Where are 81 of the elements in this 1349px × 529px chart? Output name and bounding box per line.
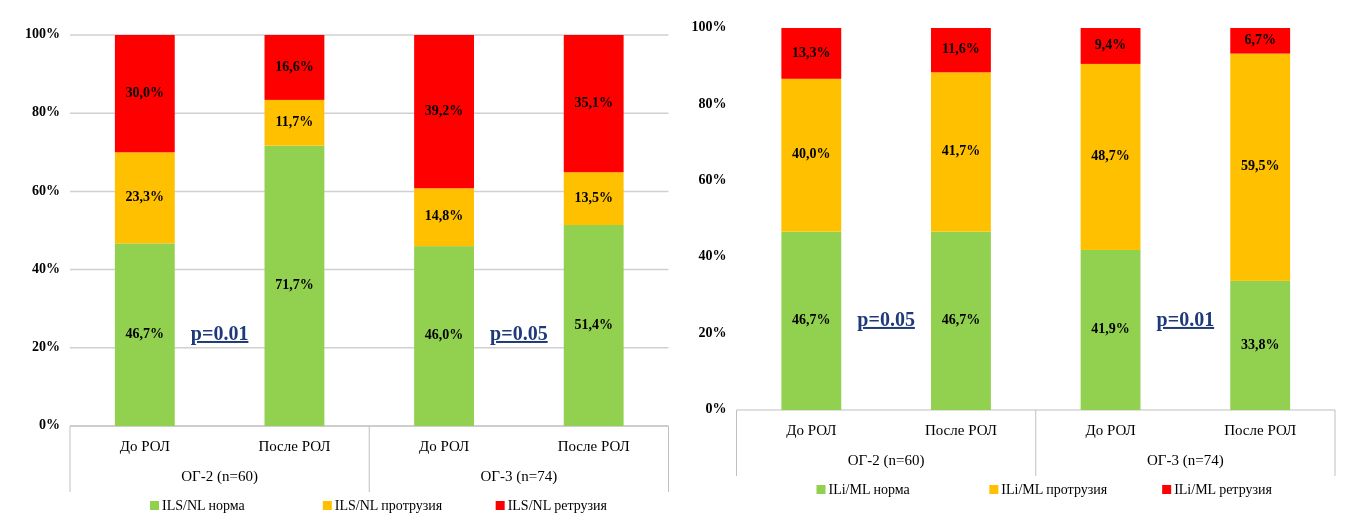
x-tick-label: После РОЛ <box>1224 422 1297 438</box>
bar <box>931 28 991 73</box>
bar <box>781 78 842 232</box>
bar <box>114 35 175 153</box>
data-label: 16,6% <box>275 58 314 74</box>
bar <box>414 246 474 426</box>
bar <box>931 231 991 410</box>
annotation: p=0.01 <box>190 321 249 345</box>
x-tick-label: После РОЛ <box>258 438 331 454</box>
data-label: 11,6% <box>942 41 980 57</box>
bar <box>781 231 842 410</box>
y-tick-label: 60% <box>698 172 727 188</box>
y-tick-label: 80% <box>698 95 727 111</box>
data-label: 48,7% <box>1091 148 1130 164</box>
y-tick-label: 20% <box>698 324 727 340</box>
data-label: 71,7% <box>275 277 314 293</box>
bar <box>1080 249 1141 410</box>
data-label: 30,0% <box>125 84 165 100</box>
bar <box>1230 53 1291 281</box>
y-tick-label: 40% <box>32 260 60 276</box>
x-tick-label: До РОЛ <box>119 438 170 454</box>
annotation: p=0.01 <box>1156 307 1215 331</box>
y-tick-label: 80% <box>32 104 60 120</box>
data-label: 33,8% <box>1240 336 1280 352</box>
y-tick-label: 0% <box>705 401 727 417</box>
y-tick-label: 60% <box>32 182 60 198</box>
bar <box>1080 63 1141 250</box>
y-tick-label: 40% <box>698 248 727 264</box>
text: ОГ-3 (n=74) <box>480 468 558 485</box>
data-label: 46,7% <box>941 312 981 328</box>
bar <box>114 152 175 244</box>
data-label: 6,7% <box>1244 32 1276 48</box>
x-tick-label: После РОЛ <box>557 438 630 454</box>
data-label: 51,4% <box>574 316 613 332</box>
bar <box>414 188 474 247</box>
bar <box>1230 28 1291 54</box>
legend-label: ILi/ML ретрузия <box>1174 482 1273 497</box>
data-label: 11,7% <box>275 114 314 129</box>
legend-label: ILS/NL ретрузия <box>507 498 608 513</box>
data-label: 35,1% <box>574 94 613 110</box>
bar <box>264 99 325 146</box>
legend-label: ILi/ML норма <box>828 482 911 497</box>
data-label: 41,9% <box>1091 321 1130 337</box>
bar <box>781 28 842 79</box>
data-label: 46,7% <box>792 312 831 328</box>
y-tick-label: 100% <box>25 26 60 42</box>
bar <box>931 72 991 232</box>
text: ОГ-3 (n=74) <box>1147 452 1224 469</box>
data-label: 14,8% <box>424 208 464 224</box>
data-label: 13,5% <box>574 189 613 205</box>
data-label: 41,7% <box>941 143 981 159</box>
x-tick-label: До РОЛ <box>418 438 470 454</box>
legend-label: ILS/NL протрузия <box>334 498 443 513</box>
annotation: p=0.05 <box>490 321 548 345</box>
y-tick-label: 0% <box>39 417 60 433</box>
bar <box>264 145 325 426</box>
data-label: 23,3% <box>125 189 165 205</box>
x-tick-label: До РОЛ <box>1085 422 1136 438</box>
bar <box>264 35 325 100</box>
x-tick-label: До РОЛ <box>786 422 837 438</box>
data-label: 59,5% <box>1240 158 1280 174</box>
text: ОГ-2 (n=60) <box>847 452 925 469</box>
annotation: p=0.05 <box>857 307 915 331</box>
bar <box>563 35 624 173</box>
text: ОГ-2 (n=60) <box>181 468 258 485</box>
bar <box>563 225 624 426</box>
y-tick-label: 20% <box>32 339 60 355</box>
legend-label: ILi/ML протрузия <box>1001 482 1108 497</box>
y-tick-label: 100% <box>691 19 727 35</box>
bar <box>114 243 175 426</box>
data-label: 40,0% <box>792 146 831 162</box>
bar <box>414 35 474 189</box>
data-label: 13,3% <box>792 44 831 60</box>
bar <box>1230 280 1291 410</box>
bar <box>563 172 624 226</box>
data-label: 9,4% <box>1094 37 1127 53</box>
legend-label: ILS/NL норма <box>162 498 246 513</box>
data-label: 46,7% <box>125 325 165 341</box>
x-tick-label: После РОЛ <box>924 422 997 438</box>
data-label: 39,2% <box>424 102 464 118</box>
data-label: 46,0% <box>424 327 464 343</box>
